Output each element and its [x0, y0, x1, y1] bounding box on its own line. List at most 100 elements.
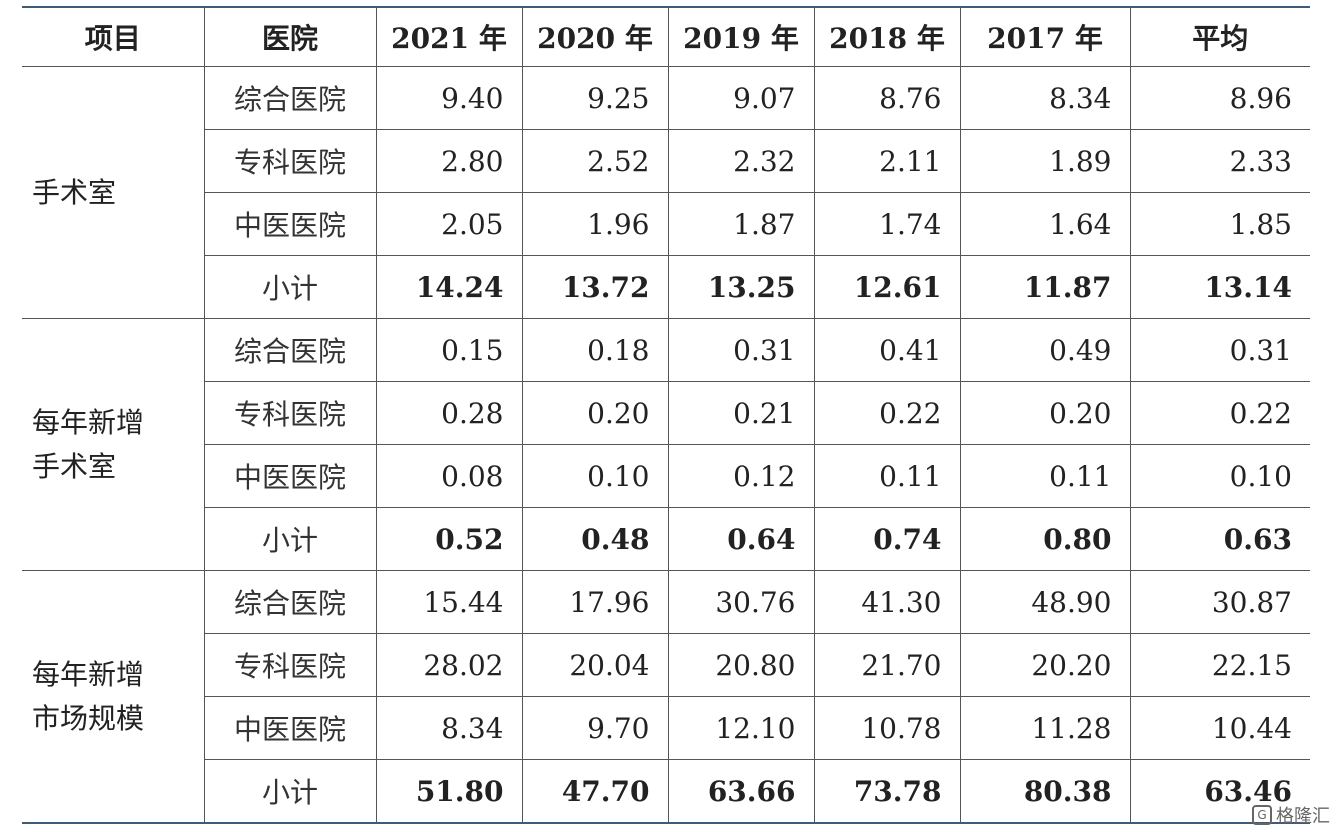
value-cell: 20.80 — [667, 633, 815, 697]
header-2019: 2019 年 — [667, 6, 815, 67]
value-cell: 1.64 — [959, 192, 1131, 256]
value-cell: 0.21 — [667, 381, 815, 445]
hospital-cell: 综合医院 — [203, 318, 377, 382]
table-row: 中医医院 2.05 1.96 1.87 1.74 1.64 1.85 — [22, 192, 1310, 256]
value-cell: 1.87 — [667, 192, 815, 256]
value-cell: 48.90 — [959, 570, 1131, 634]
table-row: 中医医院 0.08 0.10 0.12 0.11 0.11 0.10 — [22, 444, 1310, 508]
value-cell: 8.96 — [1129, 66, 1310, 130]
group-label: 手术室 — [22, 66, 205, 319]
value-cell: 8.76 — [813, 66, 961, 130]
group-label: 每年新增 手术室 — [22, 318, 205, 571]
subtotal-cell: 51.80 — [375, 759, 523, 824]
value-cell: 9.25 — [521, 66, 669, 130]
hospital-cell: 专科医院 — [204, 633, 377, 697]
subtotal-label: 小计 — [204, 255, 377, 319]
value-cell: 10.78 — [813, 696, 961, 760]
subtotal-cell: 12.61 — [813, 255, 961, 319]
header-project: 项目 — [22, 6, 205, 67]
value-cell: 2.80 — [375, 129, 523, 193]
data-table: 项目 医院 2021 年 2020 年 2019 年 2018 年 2017 年… — [22, 6, 1310, 824]
value-cell: 8.34 — [959, 66, 1131, 130]
group-label-line-2: 市场规模 — [32, 701, 145, 735]
group-label-line-1: 每年新增 — [32, 405, 145, 439]
value-cell: 9.40 — [375, 66, 523, 130]
subtotal-cell: 0.64 — [667, 507, 815, 571]
value-cell: 10.44 — [1129, 696, 1310, 760]
value-cell: 22.15 — [1129, 633, 1310, 697]
value-cell: 9.70 — [521, 696, 669, 760]
subtotal-cell: 0.63 — [1129, 507, 1310, 571]
value-cell: 15.44 — [375, 570, 523, 634]
value-cell: 0.31 — [667, 318, 815, 382]
subtotal-cell: 13.72 — [521, 255, 669, 319]
value-cell: 0.18 — [521, 318, 669, 382]
value-cell: 41.30 — [813, 570, 961, 634]
subtotal-cell: 0.48 — [521, 507, 669, 571]
subtotal-cell: 0.52 — [375, 507, 523, 571]
subtotal-cell: 13.25 — [667, 255, 815, 319]
value-cell: 30.76 — [667, 570, 815, 634]
value-cell: 2.33 — [1129, 129, 1310, 193]
group-label-line-1: 每年新增 — [32, 657, 145, 691]
value-cell: 0.41 — [813, 318, 961, 382]
subtotal-row: 小计 0.52 0.48 0.64 0.74 0.80 0.63 — [22, 507, 1310, 571]
value-cell: 0.15 — [375, 318, 523, 382]
subtotal-cell: 11.87 — [959, 255, 1131, 319]
table-row: 专科医院 2.80 2.52 2.32 2.11 1.89 2.33 — [22, 129, 1310, 193]
subtotal-cell: 0.74 — [813, 507, 961, 571]
table-row: 中医医院 8.34 9.70 12.10 10.78 11.28 10.44 — [22, 696, 1310, 760]
value-cell: 2.11 — [813, 129, 961, 193]
value-cell: 0.49 — [959, 318, 1131, 382]
hospital-cell: 综合医院 — [203, 66, 377, 130]
value-cell: 30.87 — [1129, 570, 1310, 634]
table-row: 手术室 综合医院 9.40 9.25 9.07 8.76 8.34 8.96 — [22, 66, 1310, 319]
value-cell: 0.12 — [667, 444, 815, 508]
subtotal-label: 小计 — [204, 507, 377, 571]
value-cell: 21.70 — [813, 633, 961, 697]
subtotal-row: 小计 51.80 47.70 63.66 73.78 80.38 63.46 — [22, 759, 1310, 824]
group-label: 每年新增 市场规模 — [22, 570, 205, 824]
value-cell: 0.20 — [521, 381, 669, 445]
table-row: 专科医院 0.28 0.20 0.21 0.22 0.20 0.22 — [22, 381, 1310, 445]
header-2021: 2021 年 — [375, 6, 523, 67]
value-cell: 0.11 — [959, 444, 1131, 508]
group-label-text: 手术室 — [32, 175, 117, 209]
table-row: 每年新增 市场规模 综合医院 15.44 17.96 30.76 41.30 4… — [22, 570, 1310, 824]
subtotal-cell: 80.38 — [959, 759, 1131, 824]
table-row: 专科医院 28.02 20.04 20.80 21.70 20.20 22.15 — [22, 633, 1310, 697]
value-cell: 12.10 — [667, 696, 815, 760]
value-cell: 0.08 — [375, 444, 523, 508]
subtotal-cell: 63.66 — [667, 759, 815, 824]
hospital-cell: 中医医院 — [204, 696, 377, 760]
value-cell: 0.11 — [813, 444, 961, 508]
value-cell: 2.05 — [375, 192, 523, 256]
header-hospital: 医院 — [203, 6, 377, 67]
header-2020: 2020 年 — [521, 6, 669, 67]
watermark-logo-icon: G — [1252, 805, 1272, 825]
subtotal-cell: 14.24 — [375, 255, 523, 319]
value-cell: 2.52 — [521, 129, 669, 193]
value-cell: 0.10 — [1129, 444, 1310, 508]
header-2017: 2017 年 — [959, 6, 1131, 67]
value-cell: 0.10 — [521, 444, 669, 508]
hospital-cell: 中医医院 — [204, 444, 377, 508]
value-cell: 9.07 — [667, 66, 815, 130]
value-cell: 1.85 — [1129, 192, 1310, 256]
hospital-cell: 中医医院 — [204, 192, 377, 256]
value-cell: 8.34 — [375, 696, 523, 760]
value-cell: 0.28 — [375, 381, 523, 445]
table-row: 每年新增 手术室 综合医院 0.15 0.18 0.31 0.41 0.49 0… — [22, 318, 1310, 571]
value-cell: 11.28 — [959, 696, 1131, 760]
watermark-text: 格隆汇 — [1276, 806, 1330, 827]
value-cell: 1.89 — [959, 129, 1131, 193]
watermark: G 格隆汇 — [1252, 802, 1330, 828]
value-cell: 28.02 — [375, 633, 523, 697]
value-cell: 20.04 — [521, 633, 669, 697]
group-label-line-2: 手术室 — [32, 449, 117, 483]
subtotal-cell: 0.80 — [959, 507, 1131, 571]
value-cell: 1.96 — [521, 192, 669, 256]
subtotal-label: 小计 — [204, 759, 377, 824]
subtotal-cell: 73.78 — [813, 759, 961, 824]
hospital-cell: 综合医院 — [203, 570, 377, 634]
